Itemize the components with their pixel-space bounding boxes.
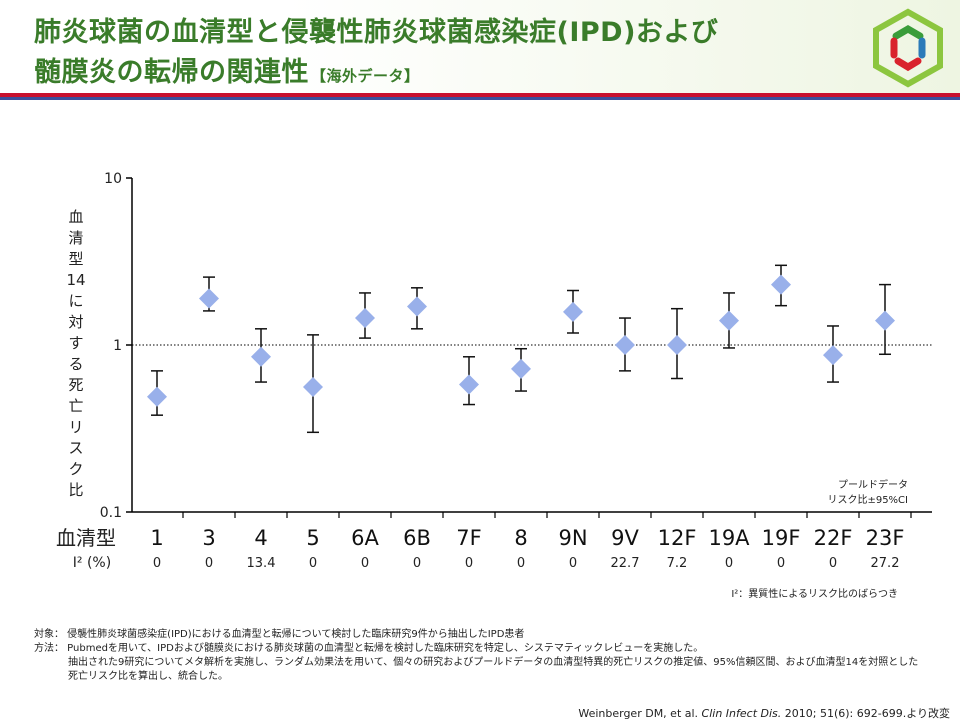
page-title-line1: 肺炎球菌の血清型と侵襲性肺炎球菌感染症(IPD)および [34, 17, 719, 48]
data-marker [303, 377, 323, 398]
data-marker [875, 310, 895, 331]
footnote-subject: 対象： 侵襲性肺炎球菌感染症(IPD)における血清型と転帰について検討した臨床研… [34, 629, 525, 640]
i2-value: 7.2 [667, 556, 688, 571]
page-title-note: 【海外データ】 [311, 67, 420, 85]
category-label: 22F [814, 526, 853, 550]
citation-authors: Weinberger DM, et al. [578, 707, 702, 720]
data-marker [251, 346, 271, 367]
category-label: 6A [351, 526, 379, 550]
data-marker [355, 308, 375, 329]
i2-value: 0 [309, 556, 317, 571]
category-label: 9N [558, 526, 587, 550]
y-tick-label: 10 [104, 171, 122, 187]
y-axis-label: 血清型 14 に対する死亡リスク比 [66, 208, 85, 499]
footnote-method2: 抽出された9研究についてメタ解析を実施し、ランダム効果法を用いて、個々の研究およ… [68, 657, 919, 668]
data-point-5 [303, 334, 323, 434]
i2-value: 13.4 [247, 556, 276, 571]
data-point-3 [199, 276, 219, 312]
citation-journal: Clin Infect Dis. [701, 707, 782, 720]
legend-line2: リスク比±95%CI [827, 494, 908, 506]
data-point-6A [355, 292, 375, 339]
i2-value: 0 [517, 556, 525, 571]
category-label: 23F [866, 526, 905, 550]
data-marker [771, 274, 791, 295]
category-label: 9V [611, 526, 639, 550]
data-point-19A [719, 292, 739, 349]
chart-marks [147, 264, 895, 434]
data-point-9V [615, 317, 635, 372]
i2-value: 0 [725, 556, 733, 571]
page-title-line2-text: 髄膜炎の転帰の関連性 [34, 57, 309, 88]
i2-value: 0 [153, 556, 161, 571]
header-divider-red [0, 93, 960, 97]
category-labels: 1 0 3 0 4 13.4 5 0 6A 0 6B 0 7F 0 8 0 9N 0 9V 22.7 12F 7.2 19A… [150, 526, 904, 571]
data-marker [823, 345, 843, 366]
page-title-line2: 髄膜炎の転帰の関連性 【海外データ】 [34, 50, 420, 89]
i2-row-label: I² (%) [73, 555, 111, 571]
header-divider-blue [0, 97, 960, 100]
data-marker [563, 301, 583, 322]
i2-value: 0 [361, 556, 369, 571]
category-label: 4 [254, 526, 267, 550]
i2-note: I²：異質性によるリスク比のばらつき [731, 587, 898, 600]
i2-value: 0 [413, 556, 421, 571]
category-label: 3 [202, 526, 215, 550]
data-point-1 [147, 370, 167, 416]
data-point-6B [407, 287, 427, 330]
hexagon-logo-icon [873, 8, 943, 88]
category-label: 19A [708, 526, 750, 550]
data-marker [719, 310, 739, 331]
category-label: 7F [456, 526, 481, 550]
i2-value: 22.7 [611, 556, 640, 571]
data-point-12F [667, 307, 687, 380]
data-marker [147, 386, 167, 407]
i2-value: 0 [205, 556, 213, 571]
category-label: 1 [150, 526, 163, 550]
data-point-4 [251, 328, 271, 383]
i2-value: 0 [777, 556, 785, 571]
citation-rest: 2010; 51(6): 692-699.より改変 [781, 707, 950, 720]
data-marker [199, 288, 219, 309]
chart-axes: 10 1 0.1 血清型 14 に対する死亡リスク比 [66, 171, 932, 521]
data-point-9N [563, 289, 583, 334]
category-label: 5 [306, 526, 319, 550]
category-label: 8 [514, 526, 527, 550]
data-point-22F [823, 325, 843, 383]
category-label: 19F [762, 526, 801, 550]
legend-line1: プールドデータ [838, 478, 908, 491]
y-tick-label: 0.1 [100, 505, 122, 521]
citation: Weinberger DM, et al. Clin Infect Dis. 2… [578, 705, 950, 721]
data-point-7F [459, 356, 479, 406]
header: 肺炎球菌の血清型と侵襲性肺炎球菌感染症(IPD)および 髄膜炎の転帰の関連性 【海… [0, 0, 960, 95]
i2-value: 27.2 [871, 556, 900, 571]
data-marker [407, 296, 427, 317]
x-axis-label: 血清型 [56, 526, 116, 550]
i2-value: 0 [829, 556, 837, 571]
y-tick-label: 1 [113, 338, 122, 354]
footnote-method3: 死亡リスク比を算出し、統合した。 [68, 671, 228, 682]
data-marker [511, 358, 531, 379]
data-marker [615, 335, 635, 355]
data-marker [667, 335, 687, 355]
data-point-23F [875, 283, 895, 356]
i2-value: 0 [465, 556, 473, 571]
category-label: 12F [658, 526, 697, 550]
data-marker [459, 374, 479, 395]
category-label: 6B [403, 526, 431, 550]
footnote-method: 方法： Pubmedを用いて、IPDおよび髄膜炎における肺炎球菌の血清型と転帰を… [34, 643, 704, 654]
data-point-8 [511, 347, 531, 392]
i2-value: 0 [569, 556, 577, 571]
data-point-19F [771, 264, 791, 307]
